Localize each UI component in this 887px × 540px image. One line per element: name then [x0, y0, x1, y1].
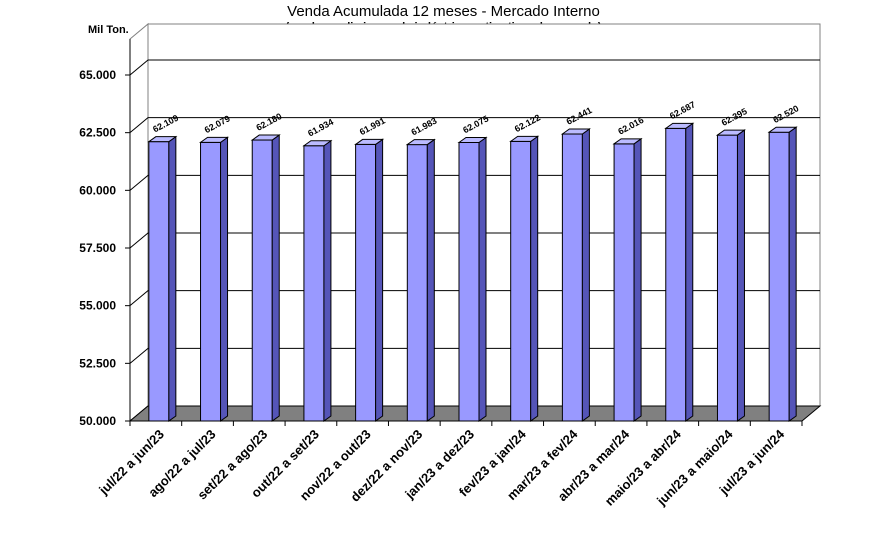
bar-top [767, 126, 798, 133]
bar-top [147, 136, 178, 143]
bar-side [271, 134, 280, 422]
bar-top [715, 129, 747, 136]
bar-top [457, 136, 488, 143]
chart-title: Venda Acumulada 12 meses - Mercado Inter… [287, 3, 600, 20]
bar [458, 141, 480, 422]
bar [510, 140, 532, 422]
y-tick-label: 50.000 [79, 414, 116, 428]
bar [148, 141, 170, 422]
gridline [129, 232, 820, 249]
bar-side [323, 139, 332, 422]
bar-top [198, 136, 230, 143]
gridline [129, 59, 820, 76]
bar-side [736, 129, 745, 422]
bar-top [354, 138, 385, 145]
bar-side [220, 136, 229, 422]
y-axis-label: Mil Ton. [88, 24, 129, 36]
bar-side [530, 135, 539, 422]
bar [561, 133, 583, 422]
gridline [129, 174, 820, 191]
y-tick-label: 65.000 [79, 68, 116, 82]
bar [303, 145, 325, 422]
gridline [129, 347, 820, 364]
gridline [129, 117, 820, 134]
bar-side [168, 135, 177, 422]
bar [768, 131, 790, 422]
bar-side [375, 138, 384, 422]
y-tick-label: 52.500 [79, 356, 116, 370]
bar [251, 139, 273, 422]
bar-side [426, 138, 435, 422]
bar-top [664, 122, 695, 129]
bar [355, 143, 377, 422]
bar-top [560, 128, 591, 135]
bar [200, 141, 222, 422]
bar-side [478, 136, 487, 422]
y-tick-label: 55.000 [79, 299, 116, 313]
y-tick-label: 62.500 [79, 126, 116, 140]
bar-top [250, 134, 281, 141]
bar-side [633, 137, 642, 422]
y-tick-label: 57.500 [79, 241, 116, 255]
y-tick-label: 60.000 [79, 183, 116, 197]
bar-top [612, 138, 643, 145]
bar [613, 143, 635, 422]
bar [716, 134, 738, 422]
bar-top [302, 140, 333, 147]
bar [406, 144, 428, 422]
bar-top [509, 135, 540, 142]
gridline [129, 290, 820, 307]
bar [665, 127, 687, 422]
bar-side [581, 128, 590, 422]
bar-side [685, 122, 694, 422]
bar-top [405, 139, 436, 146]
bar-side [788, 126, 797, 422]
